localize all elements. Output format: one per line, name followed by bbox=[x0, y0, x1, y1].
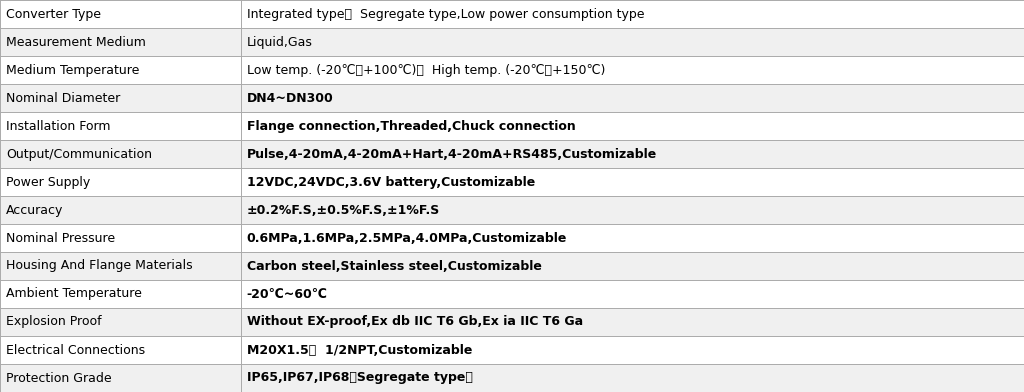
Text: Housing And Flange Materials: Housing And Flange Materials bbox=[6, 260, 193, 272]
Text: Converter Type: Converter Type bbox=[6, 7, 101, 20]
Bar bbox=[241, 280, 1024, 308]
Bar bbox=[0, 364, 241, 392]
Text: Nominal Pressure: Nominal Pressure bbox=[6, 232, 115, 245]
Bar bbox=[0, 0, 241, 28]
Bar bbox=[241, 364, 1024, 392]
Text: Measurement Medium: Measurement Medium bbox=[6, 36, 145, 49]
Bar bbox=[241, 112, 1024, 140]
Text: Installation Form: Installation Form bbox=[6, 120, 111, 132]
Bar bbox=[0, 196, 241, 224]
Text: M20X1.5，  1/2NPT,Customizable: M20X1.5， 1/2NPT,Customizable bbox=[247, 343, 472, 356]
Bar bbox=[241, 308, 1024, 336]
Bar bbox=[241, 28, 1024, 56]
Text: Protection Grade: Protection Grade bbox=[6, 372, 112, 385]
Bar bbox=[241, 336, 1024, 364]
Bar bbox=[241, 224, 1024, 252]
Bar bbox=[0, 336, 241, 364]
Text: Pulse,4-20mA,4-20mA+Hart,4-20mA+RS485,Customizable: Pulse,4-20mA,4-20mA+Hart,4-20mA+RS485,Cu… bbox=[247, 147, 656, 160]
Bar bbox=[0, 280, 241, 308]
Bar bbox=[0, 112, 241, 140]
Bar bbox=[241, 168, 1024, 196]
Text: Liquid,Gas: Liquid,Gas bbox=[247, 36, 312, 49]
Text: Power Supply: Power Supply bbox=[6, 176, 90, 189]
Bar bbox=[0, 252, 241, 280]
Text: Electrical Connections: Electrical Connections bbox=[6, 343, 145, 356]
Text: Low temp. (-20℃～+100℃)，  High temp. (-20℃～+150℃): Low temp. (-20℃～+100℃)， High temp. (-20℃… bbox=[247, 64, 605, 76]
Text: Flange connection,Threaded,Chuck connection: Flange connection,Threaded,Chuck connect… bbox=[247, 120, 575, 132]
Text: Medium Temperature: Medium Temperature bbox=[6, 64, 139, 76]
Bar bbox=[0, 168, 241, 196]
Bar bbox=[241, 84, 1024, 112]
Text: 0.6MPa,1.6MPa,2.5MPa,4.0MPa,Customizable: 0.6MPa,1.6MPa,2.5MPa,4.0MPa,Customizable bbox=[247, 232, 567, 245]
Bar bbox=[0, 56, 241, 84]
Text: Accuracy: Accuracy bbox=[6, 203, 63, 216]
Bar bbox=[0, 308, 241, 336]
Bar bbox=[241, 140, 1024, 168]
Bar bbox=[241, 252, 1024, 280]
Bar bbox=[241, 0, 1024, 28]
Text: Without EX-proof,Ex db IIC T6 Gb,Ex ia IIC T6 Ga: Without EX-proof,Ex db IIC T6 Gb,Ex ia I… bbox=[247, 316, 583, 328]
Text: Nominal Diameter: Nominal Diameter bbox=[6, 91, 120, 105]
Text: Explosion Proof: Explosion Proof bbox=[6, 316, 101, 328]
Text: Output/Communication: Output/Communication bbox=[6, 147, 152, 160]
Text: DN4~DN300: DN4~DN300 bbox=[247, 91, 334, 105]
Text: ±0.2%F.S,±0.5%F.S,±1%F.S: ±0.2%F.S,±0.5%F.S,±1%F.S bbox=[247, 203, 440, 216]
Text: 12VDC,24VDC,3.6V battery,Customizable: 12VDC,24VDC,3.6V battery,Customizable bbox=[247, 176, 535, 189]
Bar bbox=[241, 56, 1024, 84]
Bar bbox=[0, 140, 241, 168]
Text: Carbon steel,Stainless steel,Customizable: Carbon steel,Stainless steel,Customizabl… bbox=[247, 260, 542, 272]
Bar bbox=[0, 224, 241, 252]
Text: Integrated type，  Segregate type,Low power consumption type: Integrated type， Segregate type,Low powe… bbox=[247, 7, 644, 20]
Bar bbox=[241, 196, 1024, 224]
Bar bbox=[0, 84, 241, 112]
Text: IP65,IP67,IP68（Segregate type）: IP65,IP67,IP68（Segregate type） bbox=[247, 372, 472, 385]
Text: -20℃~60℃: -20℃~60℃ bbox=[247, 287, 328, 301]
Bar bbox=[0, 28, 241, 56]
Text: Ambient Temperature: Ambient Temperature bbox=[6, 287, 142, 301]
